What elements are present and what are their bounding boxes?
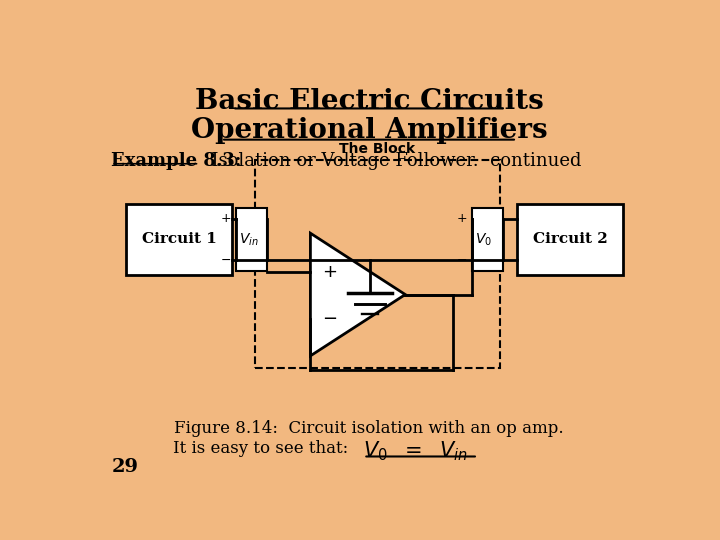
Text: +: + xyxy=(221,212,231,225)
Text: 29: 29 xyxy=(111,458,138,476)
Bar xyxy=(126,204,233,275)
Text: Figure 8.14:  Circuit isolation with an op amp.: Figure 8.14: Circuit isolation with an o… xyxy=(174,420,564,437)
Text: −: − xyxy=(221,254,231,267)
Text: Operational Amplifiers: Operational Amplifiers xyxy=(191,117,547,144)
Text: +: + xyxy=(323,264,338,281)
Text: $V_0$: $V_0$ xyxy=(475,231,492,248)
Text: +: + xyxy=(457,212,467,225)
Bar xyxy=(236,208,267,271)
Text: −: − xyxy=(457,254,467,267)
Text: Isolation or Voltage Follower.  continued: Isolation or Voltage Follower. continued xyxy=(200,152,582,170)
Text: −: − xyxy=(323,310,338,328)
Text: $V_{in}$: $V_{in}$ xyxy=(239,231,258,248)
Text: Basic Electric Circuits: Basic Electric Circuits xyxy=(194,87,544,114)
Text: Circuit 2: Circuit 2 xyxy=(533,232,607,246)
Bar xyxy=(517,204,623,275)
Text: The Block: The Block xyxy=(339,142,415,156)
Text: Circuit 1: Circuit 1 xyxy=(142,232,217,246)
Text: It is easy to see that:: It is easy to see that: xyxy=(173,440,359,457)
Polygon shape xyxy=(310,233,405,356)
Bar xyxy=(255,160,500,368)
Bar xyxy=(472,208,503,271)
Text: $V_0$  $=$  $V_{in}$: $V_0$ $=$ $V_{in}$ xyxy=(364,440,469,463)
Text: Example 8.3:: Example 8.3: xyxy=(111,152,242,170)
